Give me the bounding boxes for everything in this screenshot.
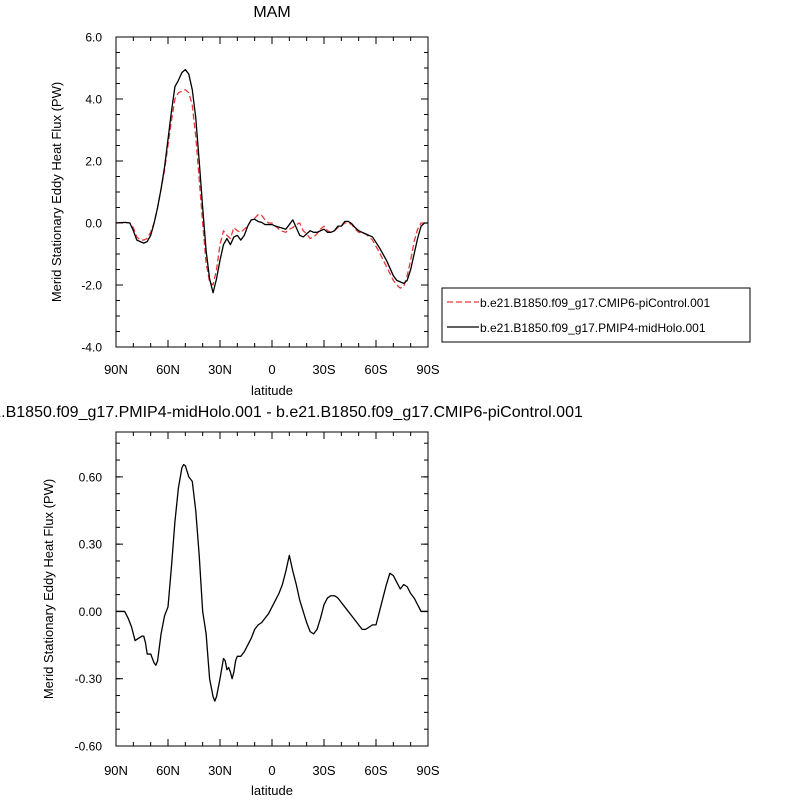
y-tick-label: 0.00	[79, 605, 103, 619]
legend-label-1: b.e21.B1850.f09_g17.CMIP6-piControl.001	[480, 296, 710, 310]
x-tick-label: 0	[268, 362, 275, 377]
series-line-1-1	[115, 89, 428, 289]
x-tick-label: 90S	[416, 362, 439, 377]
y-tick-label: -0.30	[75, 672, 103, 686]
legend-label-2: b.e21.B1850.f09_g17.PMIP4-midHolo.001	[480, 321, 706, 335]
x-tick-label: 30S	[312, 362, 335, 377]
x-tick-label: 30N	[208, 763, 232, 778]
y-tick-label: 6.0	[85, 31, 102, 45]
x-axis-label-1: latitude	[251, 383, 293, 398]
y-tick-label: -4.0	[81, 341, 102, 355]
x-tick-label: 0	[268, 763, 275, 778]
y-tick-label: 0.60	[79, 470, 103, 484]
legend-box	[441, 287, 751, 343]
y-tick-label: 4.0	[85, 93, 102, 107]
y-tick-label: 2.0	[85, 155, 102, 169]
x-axis-label-2: latitude	[251, 783, 293, 798]
y-tick-label: 0.30	[79, 538, 103, 552]
x-tick-label: 30N	[208, 362, 232, 377]
x-tick-label: 90N	[104, 362, 128, 377]
x-tick-label: 60N	[156, 362, 180, 377]
x-tick-label: 90S	[416, 763, 439, 778]
x-tick-label: 60S	[364, 763, 387, 778]
plot-frame-1	[115, 36, 429, 348]
x-tick-label: 60N	[156, 763, 180, 778]
y-tick-label: -2.0	[81, 279, 102, 293]
x-tick-label: 90N	[104, 763, 128, 778]
y-axis-label-2: Merid Stationary Eddy Heat Flux (PW)	[41, 479, 56, 699]
y-axis-label-1: Merid Stationary Eddy Heat Flux (PW)	[49, 82, 64, 302]
series-line-2-1	[116, 463, 428, 702]
chart-title-1: MAM	[253, 4, 290, 21]
y-tick-label: -0.60	[75, 740, 103, 754]
y-tick-label: 0.0	[85, 217, 102, 231]
series-line-1-2	[115, 68, 428, 294]
x-tick-label: 60S	[364, 362, 387, 377]
plot-frame-2	[115, 431, 429, 747]
x-tick-label: 30S	[312, 763, 335, 778]
chart-title-2: b.e21.B1850.f09_g17.PMIP4-midHolo.001 - …	[0, 404, 583, 421]
